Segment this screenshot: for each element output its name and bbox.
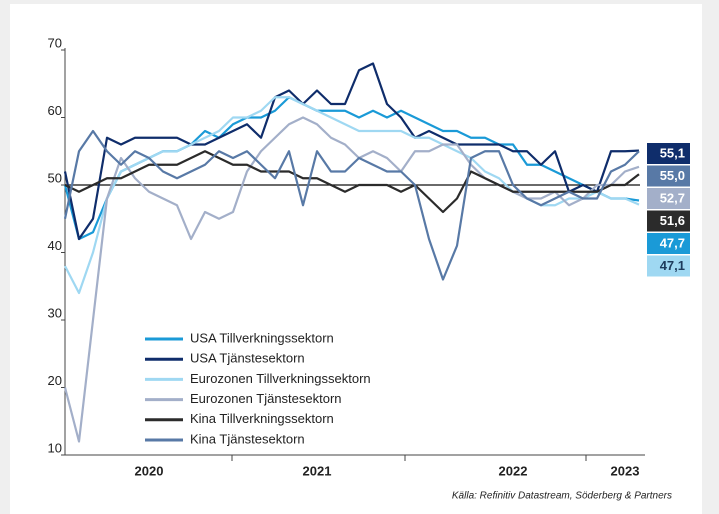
x-tick-label: 2023 [611, 463, 640, 478]
end-label-box [647, 210, 690, 232]
legend-label: USA Tjänstesektorn [190, 351, 305, 366]
y-tick-label: 60 [48, 103, 62, 118]
y-tick-label: 50 [48, 170, 62, 185]
y-tick-label: 10 [48, 440, 62, 455]
y-tick-label: 70 [48, 35, 62, 50]
series-line [64, 150, 640, 214]
end-label: 51,6 [660, 213, 685, 228]
end-label: 52,7 [660, 190, 685, 205]
end-label: 55,0 [660, 168, 685, 183]
legend-box [141, 328, 411, 448]
legend-label: Kina Tjänstesektorn [190, 431, 305, 446]
x-tick-label: 2022 [499, 463, 528, 478]
legend-label: Kina Tillverkningssektorn [190, 411, 334, 426]
end-label-box [647, 143, 690, 164]
legend-label: Eurozonen Tillverkningssektorn [190, 371, 371, 386]
y-tick-label: 30 [48, 305, 62, 320]
legend-label: USA Tillverkningssektorn [190, 330, 334, 345]
end-label: 55,1 [660, 145, 685, 160]
end-label-box [647, 188, 690, 209]
series-line [63, 62, 640, 241]
series-line [63, 116, 640, 443]
y-tick-label: 20 [48, 373, 62, 388]
end-label-box [647, 165, 690, 187]
x-tick-label: 2021 [303, 463, 332, 478]
end-label-box [647, 255, 690, 277]
legend-label: Eurozonen Tjänstesektorn [190, 391, 342, 406]
series-line [63, 129, 640, 281]
x-tick-label: 2020 [135, 463, 164, 478]
end-label: 47,7 [660, 235, 685, 250]
y-tick-label: 40 [48, 238, 62, 253]
end-label: 47,1 [660, 258, 685, 273]
source: Källa: Refinitiv Datastream, Söderberg &… [452, 491, 672, 502]
end-label-box [647, 233, 690, 254]
